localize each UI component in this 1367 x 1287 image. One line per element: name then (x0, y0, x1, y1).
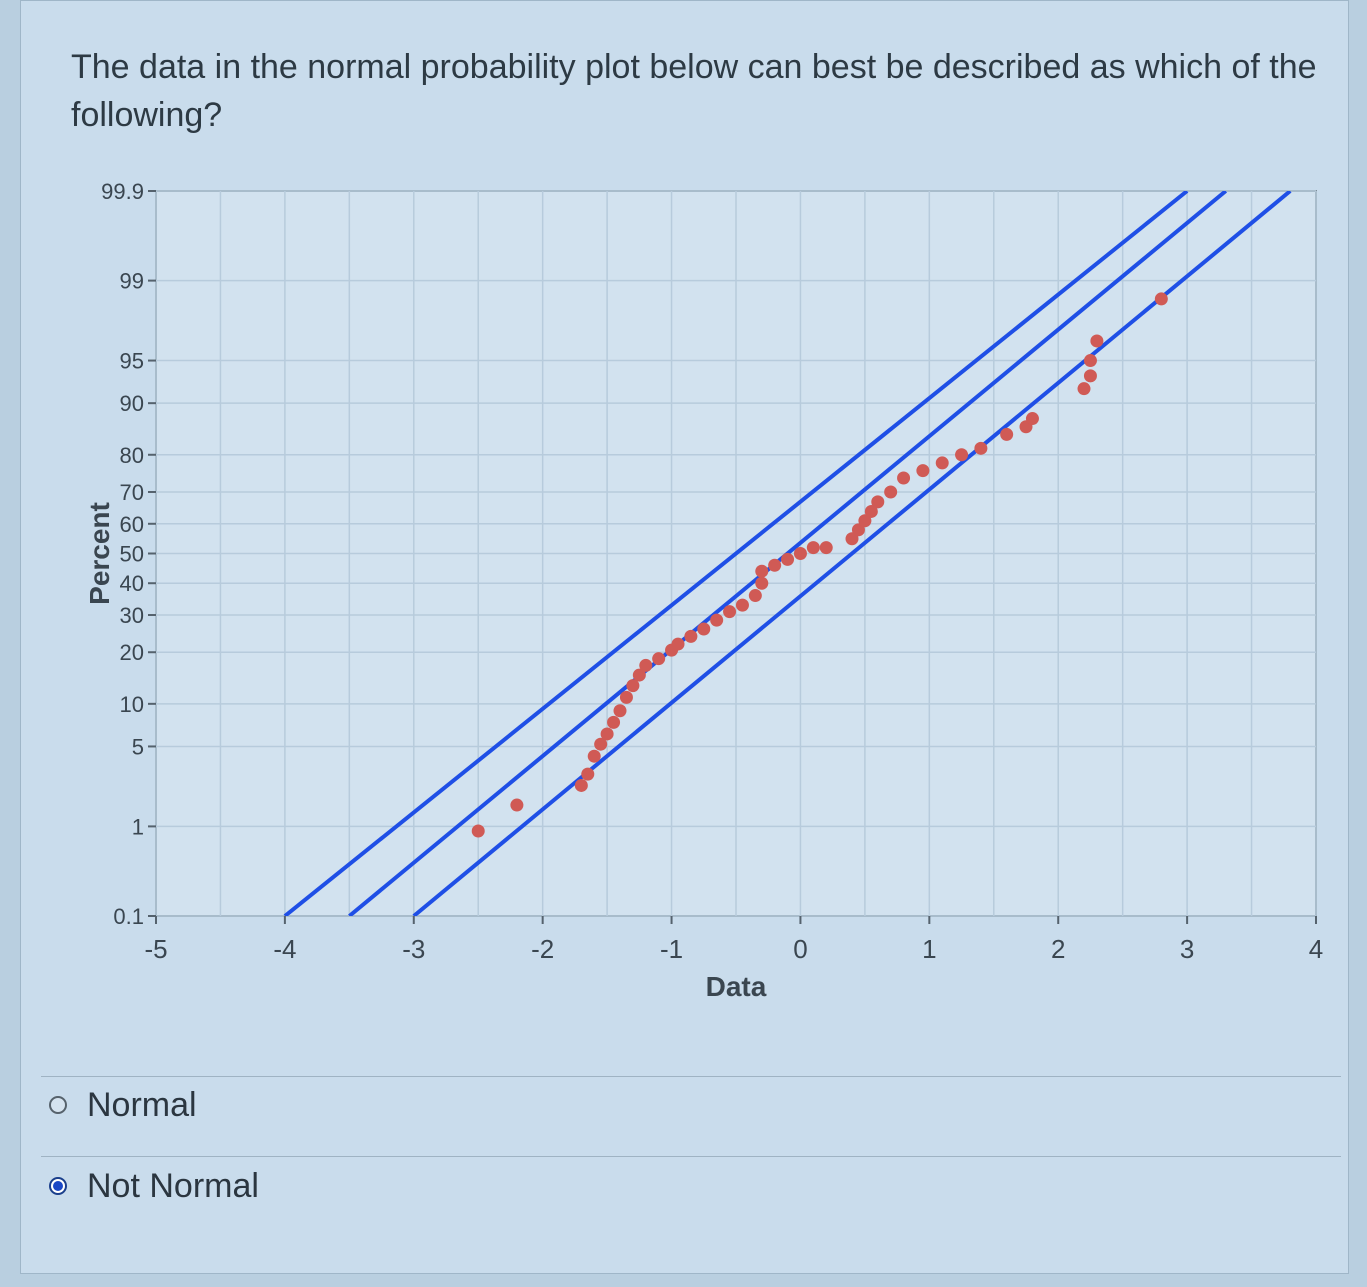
data-point (471, 824, 485, 838)
probability-plot: -5 -4 -3 -2 -1 0 1 2 3 4 0.1 1 5 10 20 30 40 50 60 70 80 90 95… (61, 166, 1361, 1006)
data-point (626, 679, 640, 693)
y-tick-label: 20 (120, 640, 144, 665)
data-point (1083, 354, 1097, 368)
confidence-band-line (283, 191, 1189, 916)
y-tick-label: 80 (120, 443, 144, 468)
data-point (851, 523, 865, 537)
data-point (974, 441, 988, 455)
x-tick-label: -1 (660, 934, 683, 964)
option-not-normal[interactable]: Not Normal (49, 1164, 259, 1208)
data-point (748, 589, 762, 603)
x-tick-label: 0 (793, 934, 807, 964)
data-point (723, 605, 737, 619)
y-tick-label: 99 (120, 269, 144, 294)
data-point (652, 652, 666, 666)
y-tick-label: 30 (120, 603, 144, 628)
data-point (955, 448, 969, 462)
data-point (684, 629, 698, 643)
y-tick-label: 90 (120, 391, 144, 416)
data-point (897, 471, 911, 485)
radio-button-not-normal[interactable] (49, 1177, 67, 1195)
data-point (845, 532, 859, 546)
data-point (935, 456, 949, 470)
data-point (639, 658, 653, 672)
y-tick-label: 70 (120, 480, 144, 505)
y-tick-label: 50 (120, 542, 144, 567)
data-point (671, 637, 685, 651)
data-point (1077, 382, 1091, 396)
data-point (587, 749, 601, 763)
x-tick-label: 3 (1180, 934, 1194, 964)
data-point (581, 767, 595, 781)
data-point (735, 598, 749, 612)
x-tick-label: 2 (1051, 934, 1065, 964)
confidence-band-line (412, 191, 1292, 916)
y-tick-label: 1 (132, 814, 144, 839)
probability-plot-svg: -5 -4 -3 -2 -1 0 1 2 3 4 0.1 1 5 10 20 30 40 50 60 70 80 90 95… (84, 179, 1323, 1002)
data-point (632, 668, 646, 682)
x-tick-label: -4 (273, 934, 296, 964)
data-point (607, 715, 621, 729)
x-tick-label: 4 (1309, 934, 1323, 964)
data-point (594, 737, 608, 751)
data-point (884, 485, 898, 499)
x-tick-label: 1 (922, 934, 936, 964)
divider (41, 1076, 1341, 1077)
y-axis-label: Percent (84, 502, 115, 605)
y-tick-label: 5 (132, 734, 144, 759)
x-tick-label: -2 (531, 934, 554, 964)
data-point (864, 504, 878, 518)
data-point (1154, 292, 1168, 306)
data-point (710, 613, 724, 627)
x-tick-label: -5 (144, 934, 167, 964)
data-point (819, 541, 833, 555)
divider (41, 1156, 1341, 1157)
y-tick-label: 99.9 (101, 179, 144, 204)
option-label-normal: Normal (87, 1085, 197, 1124)
data-point (613, 704, 627, 718)
data-point (768, 558, 782, 572)
data-point (1025, 412, 1039, 426)
data-point (697, 622, 711, 636)
data-point (858, 514, 872, 528)
data-point (793, 547, 807, 560)
data-point (755, 564, 769, 578)
x-axis-label: Data (706, 971, 767, 1002)
radio-button-normal[interactable] (49, 1096, 67, 1114)
data-point (755, 576, 769, 590)
data-point (1083, 369, 1097, 383)
option-normal[interactable]: Normal (49, 1083, 197, 1127)
data-point (1000, 427, 1014, 441)
y-tick-label: 95 (120, 349, 144, 374)
y-tick-label: 0.1 (113, 904, 144, 929)
y-tick-label: 10 (120, 692, 144, 717)
y-tick-label: 60 (120, 512, 144, 537)
option-label-not-normal: Not Normal (87, 1166, 259, 1205)
data-point (510, 798, 524, 812)
data-point (916, 464, 930, 478)
x-tick-label: -3 (402, 934, 425, 964)
data-point (806, 541, 820, 555)
data-point (781, 552, 795, 566)
question-card: The data in the normal probability plot … (20, 0, 1349, 1274)
data-point (871, 495, 885, 509)
data-point (1090, 334, 1104, 348)
data-point (600, 727, 614, 741)
question-text: The data in the normal probability plot … (71, 48, 1317, 134)
data-point (574, 778, 588, 792)
data-point (619, 690, 633, 704)
y-tick-label: 40 (120, 571, 144, 596)
